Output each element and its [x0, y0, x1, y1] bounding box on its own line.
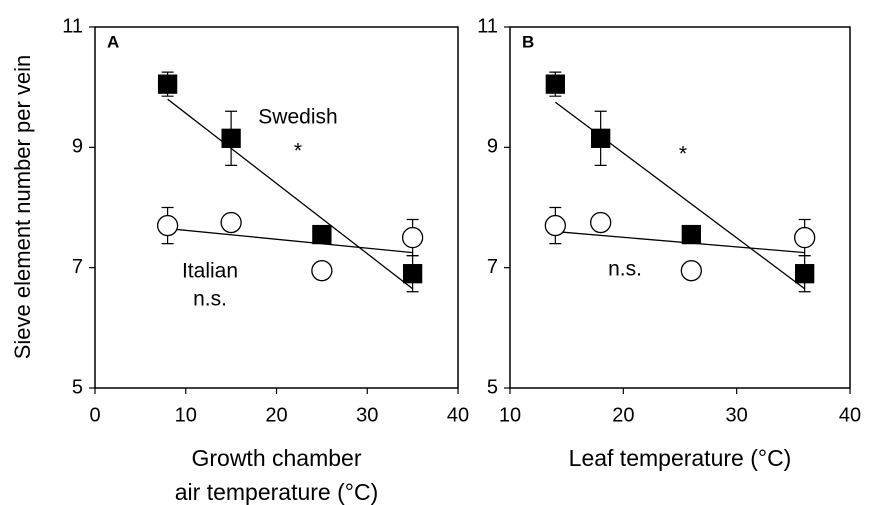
y-tick-label: 7: [487, 256, 498, 278]
x-tick-label: 10: [499, 404, 521, 426]
y-tick-label: 11: [62, 15, 83, 37]
square-marker: [312, 224, 332, 245]
annotation: *: [679, 143, 687, 166]
x-tick-label: 30: [356, 404, 378, 426]
panel-label: A: [107, 32, 119, 51]
x-tick-label: 20: [265, 404, 287, 426]
y-tick-label: 11: [477, 15, 498, 37]
circle-marker: [220, 211, 242, 234]
square-marker: [402, 264, 423, 284]
annotation: *: [294, 140, 302, 163]
square-marker: [795, 264, 815, 284]
x-tick-label: 0: [89, 404, 100, 426]
circle-marker: [401, 226, 424, 249]
x-axis-label: Leaf temperature (°C): [569, 445, 792, 471]
circle-marker: [544, 214, 566, 237]
y-axis-label: Sieve element number per vein: [10, 55, 35, 360]
fit-line: [555, 230, 805, 254]
x-tick-label: 40: [447, 404, 469, 426]
circle-marker: [794, 226, 816, 249]
x-tick-label: 20: [612, 404, 634, 426]
x-axis-label: air temperature (°C): [175, 479, 378, 505]
annotation: Italian: [182, 260, 238, 283]
annotation: n.s.: [193, 288, 227, 311]
panel-label: B: [522, 32, 534, 51]
x-axis-label: Growth chamber: [191, 445, 361, 471]
y-tick-label: 9: [72, 136, 83, 158]
x-tick-label: 30: [726, 404, 748, 426]
circle-marker: [590, 211, 612, 234]
y-tick-label: 7: [72, 256, 83, 278]
fit-line: [167, 98, 414, 290]
y-tick-label: 5: [72, 376, 83, 398]
fit-line: [167, 227, 413, 254]
square-marker: [591, 128, 611, 148]
x-tick-label: 40: [839, 404, 861, 426]
y-tick-label: 9: [487, 136, 498, 158]
square-marker: [157, 74, 178, 94]
square-marker: [545, 74, 565, 94]
x-tick-label: 10: [175, 404, 197, 426]
square-marker: [221, 128, 241, 148]
y-tick-label: 5: [487, 376, 498, 398]
circle-marker: [156, 214, 179, 237]
square-marker: [681, 224, 701, 245]
plot-frame: [94, 26, 459, 389]
circle-marker: [680, 260, 702, 282]
annotation: n.s.: [608, 258, 642, 281]
annotation: Swedish: [258, 106, 337, 129]
plot-frame: [509, 26, 851, 389]
circle-marker: [311, 260, 333, 282]
